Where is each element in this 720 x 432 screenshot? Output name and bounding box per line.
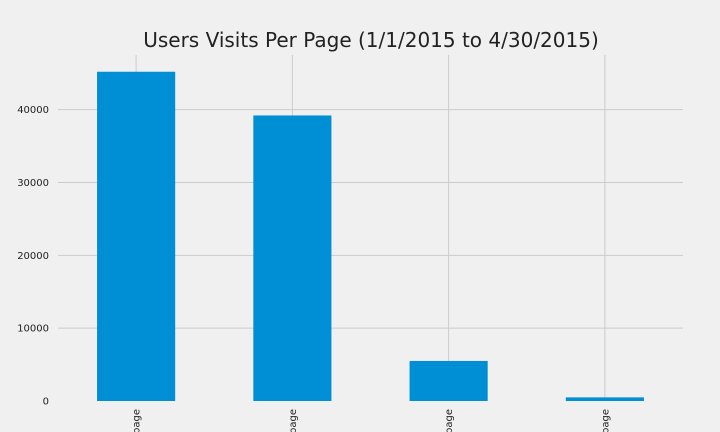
y-axis-ticks: 0 10000 20000 30000 40000 bbox=[17, 105, 49, 407]
x-axis-ticks: page page page page bbox=[132, 409, 612, 432]
y-tick-label: 10000 bbox=[17, 324, 49, 335]
bar bbox=[97, 71, 176, 401]
y-tick-label: 40000 bbox=[17, 105, 49, 116]
x-tick-label: page bbox=[132, 409, 143, 432]
bar bbox=[409, 360, 488, 401]
x-tick-label: page bbox=[288, 409, 299, 432]
bars bbox=[97, 71, 644, 401]
y-tick-label: 0 bbox=[43, 397, 49, 408]
chart-title: Users Visits Per Page (1/1/2015 to 4/30/… bbox=[143, 28, 599, 52]
x-tick-label: page bbox=[600, 409, 611, 432]
bar bbox=[253, 115, 332, 401]
x-tick-label: page bbox=[444, 409, 455, 432]
y-tick-label: 20000 bbox=[17, 251, 49, 262]
bar bbox=[565, 397, 644, 401]
y-tick-label: 30000 bbox=[17, 178, 49, 189]
